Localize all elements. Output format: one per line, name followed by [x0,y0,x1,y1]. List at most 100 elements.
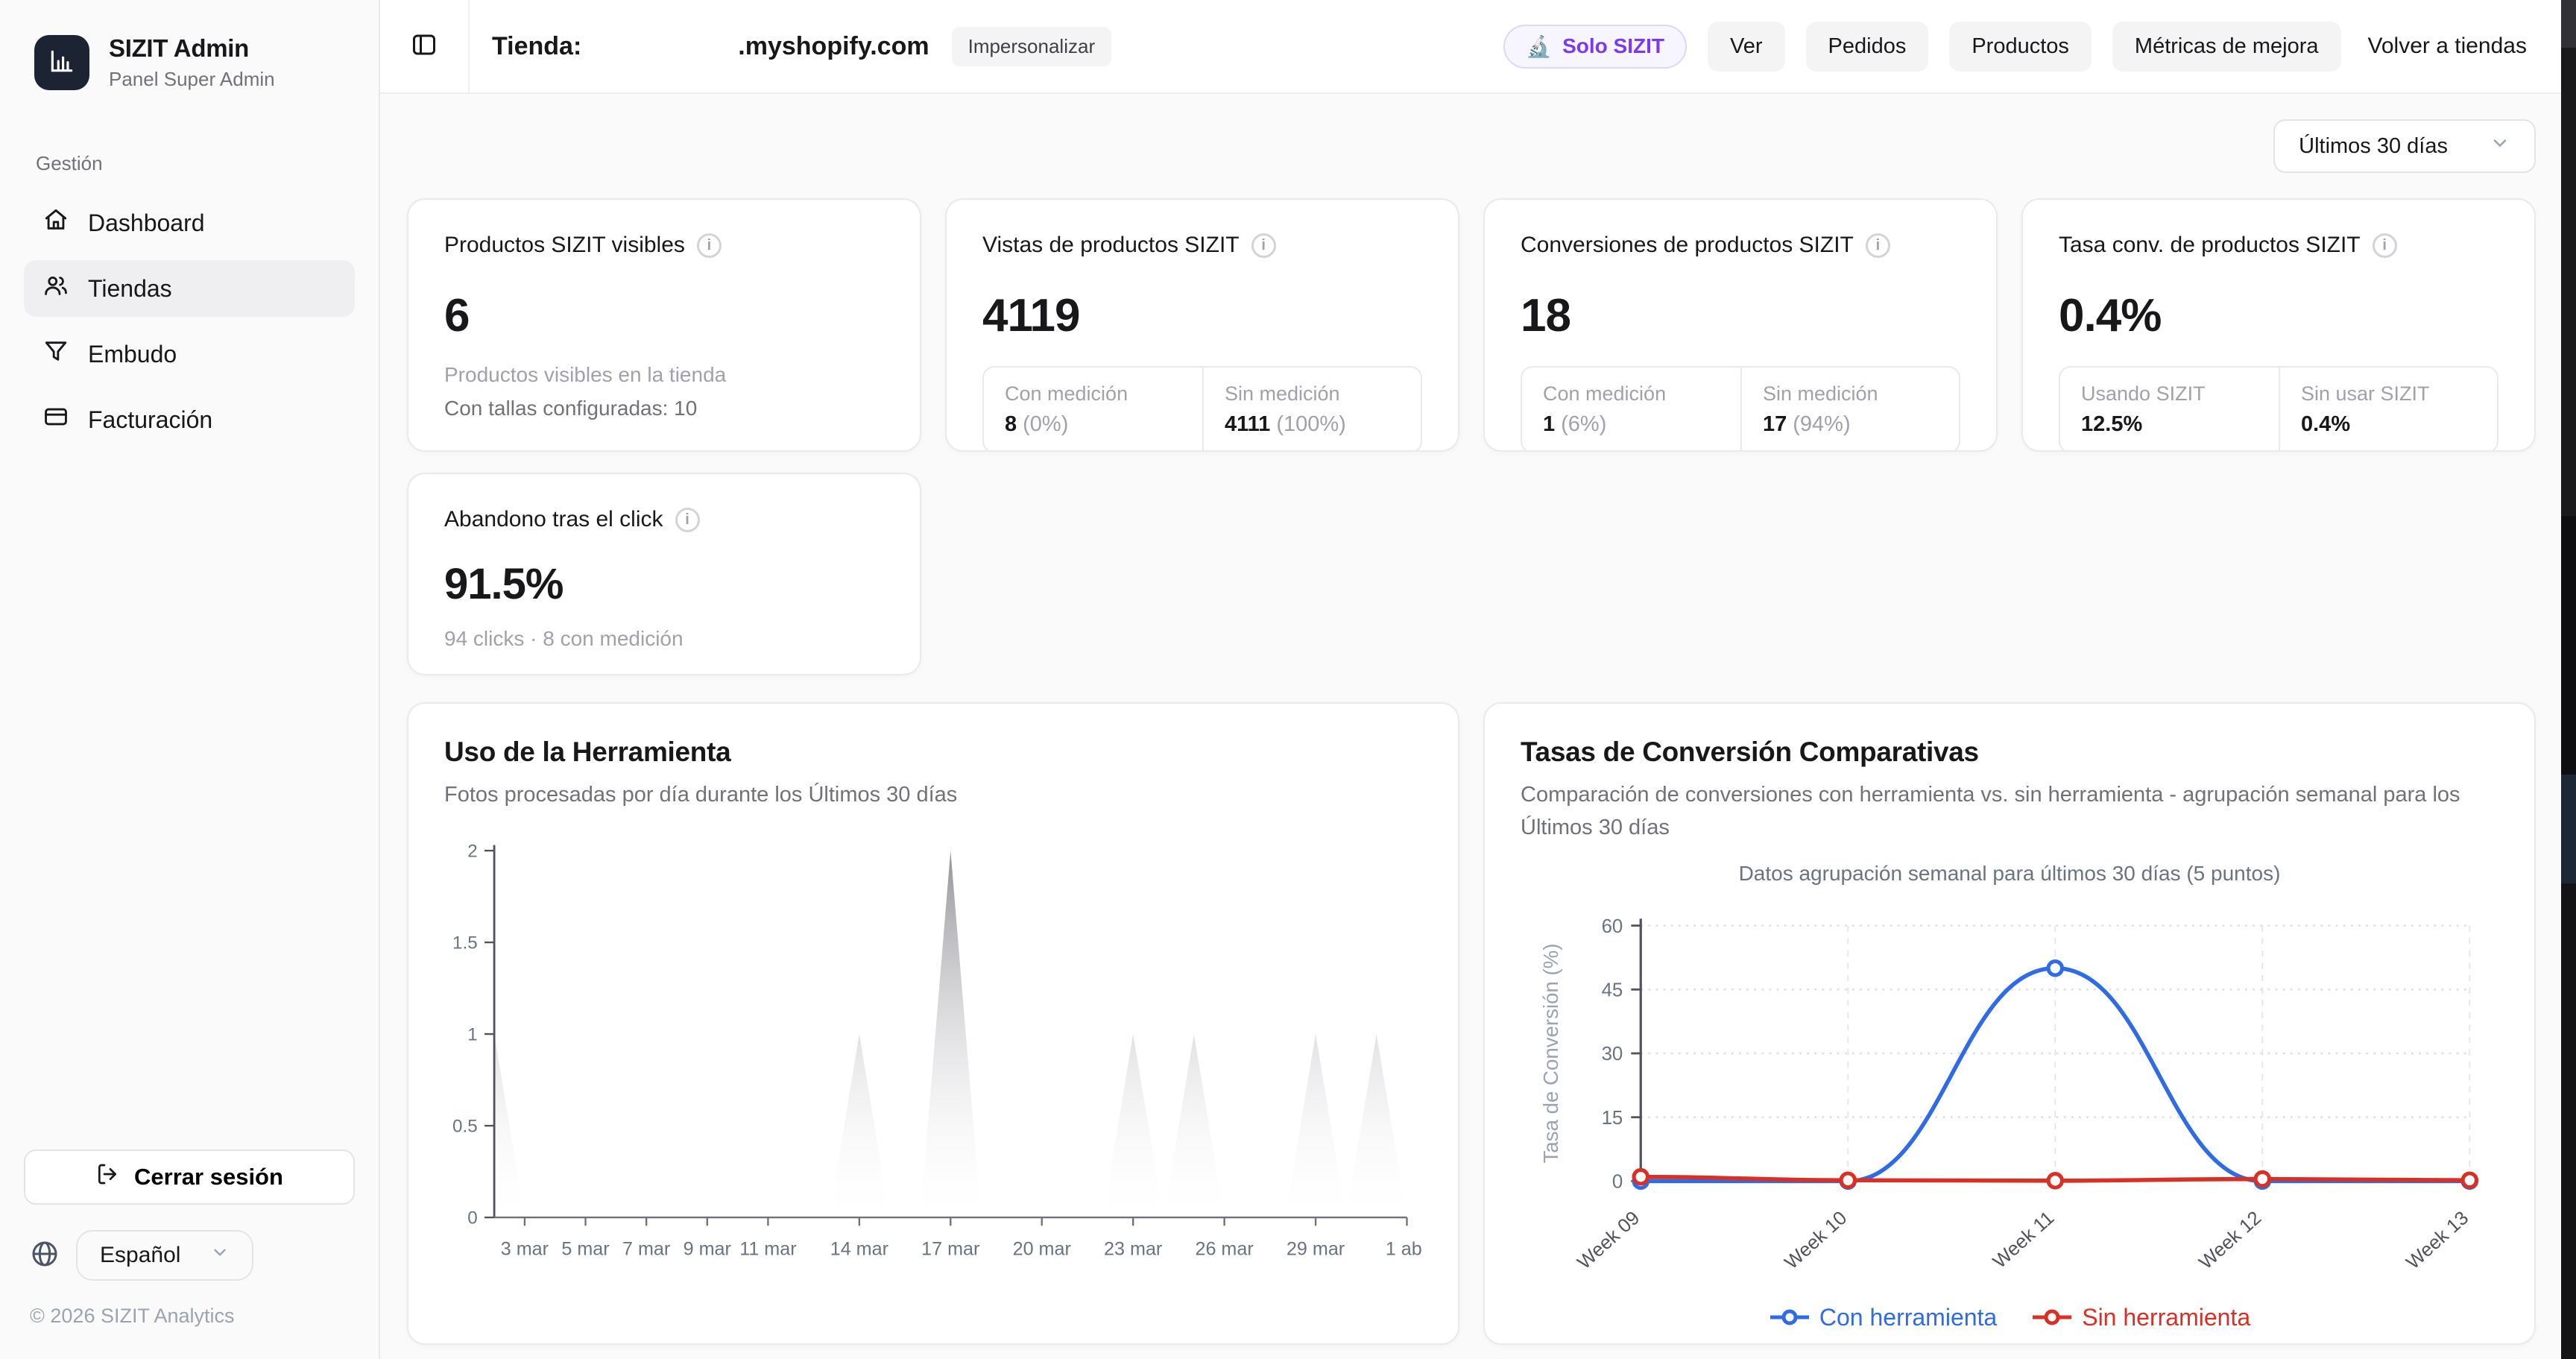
svg-text:9 mar: 9 mar [684,1238,731,1259]
sidebar-item-embudo[interactable]: Embudo [24,326,355,382]
conversion-chart-card: Tasas de Conversión Comparativas Compara… [1483,702,2536,1345]
credit-card-icon [43,404,69,435]
sidebar-item-facturacion[interactable]: Facturación [24,391,355,448]
sidebar: SIZIT Admin Panel Super Admin Gestión Da… [0,0,380,1359]
app-subtitle: Panel Super Admin [109,68,275,90]
microscope-icon: 🔬 [1526,34,1553,58]
sidebar-item-tiendas[interactable]: Tiendas [24,260,355,317]
topbar: Tienda: .myshopify.com Impersonalizar 🔬 … [380,0,2561,94]
logout-label: Cerrar sesión [134,1164,283,1190]
date-range-select[interactable]: Últimos 30 días [2273,119,2536,173]
sidebar-item-label: Embudo [88,340,177,368]
line-chart-legend: Con herramienta Sin herramienta [1521,1304,2498,1331]
solo-sizit-label: Solo SIZIT [1562,34,1664,57]
legend-label: Con herramienta [1819,1303,1998,1331]
split-label: Con medición [1543,382,1667,405]
svg-text:17 mar: 17 mar [921,1238,979,1259]
svg-text:45: 45 [1602,980,1623,1001]
chart-title: Uso de la Herramienta [444,737,731,767]
card-title: Abandono tras el click [444,507,663,532]
split-value: 1 [1543,412,1556,436]
productos-button[interactable]: Productos [1949,21,2092,72]
chevron-down-icon [210,1243,230,1268]
info-icon[interactable] [1251,233,1276,258]
language-value: Español [100,1243,181,1267]
impersonate-badge[interactable]: Impersonalizar [951,26,1112,66]
card-productos-visibles: Productos SIZIT visibles 6 Productos vis… [407,198,921,452]
split-label: Con medición [1005,382,1128,405]
filter-row: Últimos 30 días [407,119,2536,173]
stats-row-2: Abandono tras el click 91.5% 94 clicks ·… [407,473,2536,675]
card-title: Vistas de productos SIZIT [982,233,1240,257]
panel-left-icon [411,31,438,62]
sidebar-item-label: Facturación [88,406,213,433]
main-area: Tienda: .myshopify.com Impersonalizar 🔬 … [380,0,2561,1359]
funnel-icon [43,338,69,370]
split-label: Usando SIZIT [2081,382,2206,405]
card-conversiones: Conversiones de productos SIZIT 18 Con m… [1483,198,1998,452]
bar-chart-icon [48,47,76,79]
globe-icon [30,1239,60,1273]
svg-text:1.5: 1.5 [452,933,478,953]
svg-text:Tasa de Conversión (%): Tasa de Conversión (%) [1539,944,1562,1164]
sidebar-nav: Dashboard Tiendas Embudo Facturación [24,195,355,448]
copyright: © 2026 SIZIT Analytics [30,1305,235,1327]
desktop-edge-strip [2561,0,2576,1359]
store-label: Tienda: [492,31,582,60]
svg-text:Week 11: Week 11 [1989,1208,2059,1273]
chart-inner-title: Datos agrupación semanal para últimos 30… [1738,862,2281,885]
split-value: 12.5% [2081,412,2143,436]
split-value: 17 [1763,412,1787,436]
split-box: Con medición 8 (0%) Sin medición 4111 (100… [982,366,1422,450]
svg-text:Week 10: Week 10 [1781,1208,1851,1274]
pedidos-button[interactable]: Pedidos [1805,21,1929,72]
legend-marker-icon [2033,1309,2072,1325]
info-icon[interactable] [1865,233,1890,258]
split-value: 8 [1005,412,1017,436]
card-title: Productos SIZIT visibles [444,233,685,257]
store-domain: .myshopify.com [738,31,929,60]
brand: SIZIT Admin Panel Super Admin [24,34,355,91]
svg-text:60: 60 [1602,916,1623,937]
users-icon [43,273,69,304]
logout-button[interactable]: Cerrar sesión [24,1150,355,1205]
svg-text:11 mar: 11 mar [739,1238,796,1259]
card-value: 4119 [982,290,1081,341]
chevron-down-icon [2490,133,2510,160]
card-tasa-conversion: Tasa conv. de productos SIZIT 0.4% Usand… [2021,198,2536,452]
topbar-actions: 🔬 Solo SIZIT Ver Pedidos Productos Métri… [1503,21,2533,72]
split-label: Sin medición [1225,382,1340,405]
svg-text:20 mar: 20 mar [1013,1238,1071,1259]
split-label: Sin usar SIZIT [2301,382,2430,405]
usage-area-chart: 0 0.5 1 1.5 2 3 mar 5 mar 7 mar 9 mar 11 mar 14 ma… [444,831,1422,1270]
solo-sizit-badge[interactable]: 🔬 Solo SIZIT [1503,24,1687,69]
svg-text:23 mar: 23 mar [1104,1238,1162,1259]
svg-text:14 mar: 14 mar [830,1238,888,1259]
app-logo [34,35,89,90]
split-value: 4111 [1225,412,1271,436]
svg-text:15: 15 [1602,1108,1623,1129]
volver-a-tiendas-link[interactable]: Volver a tiendas [2367,34,2527,58]
legend-entry[interactable]: Sin herramienta [2031,1304,2250,1331]
ver-button[interactable]: Ver [1708,21,1785,72]
nav-section-label: Gestión [36,152,103,174]
app-title: SIZIT Admin [109,34,249,62]
info-icon[interactable] [696,233,722,258]
info-icon[interactable] [675,507,700,532]
svg-text:30: 30 [1602,1044,1623,1065]
sidebar-toggle-button[interactable] [402,25,446,68]
usage-chart-card: Uso de la Herramienta Fotos procesadas p… [407,702,1459,1345]
legend-entry[interactable]: Con herramienta [1769,1304,1997,1331]
split-pct: (100%) [1276,412,1346,436]
metricas-button[interactable]: Métricas de mejora [2112,21,2341,72]
language-select[interactable]: Español [76,1230,254,1281]
chart-subtitle: Comparación de conversiones con herramie… [1521,783,2460,839]
svg-text:5 mar: 5 mar [561,1238,609,1259]
split-label: Sin medición [1763,382,1878,405]
info-icon[interactable] [2372,233,2397,258]
home-icon [43,207,69,239]
language-row: Español [24,1230,355,1281]
stats-row: Productos SIZIT visibles 6 Productos vis… [407,198,2536,452]
svg-text:Week 09: Week 09 [1573,1208,1644,1274]
sidebar-item-dashboard[interactable]: Dashboard [24,195,355,251]
